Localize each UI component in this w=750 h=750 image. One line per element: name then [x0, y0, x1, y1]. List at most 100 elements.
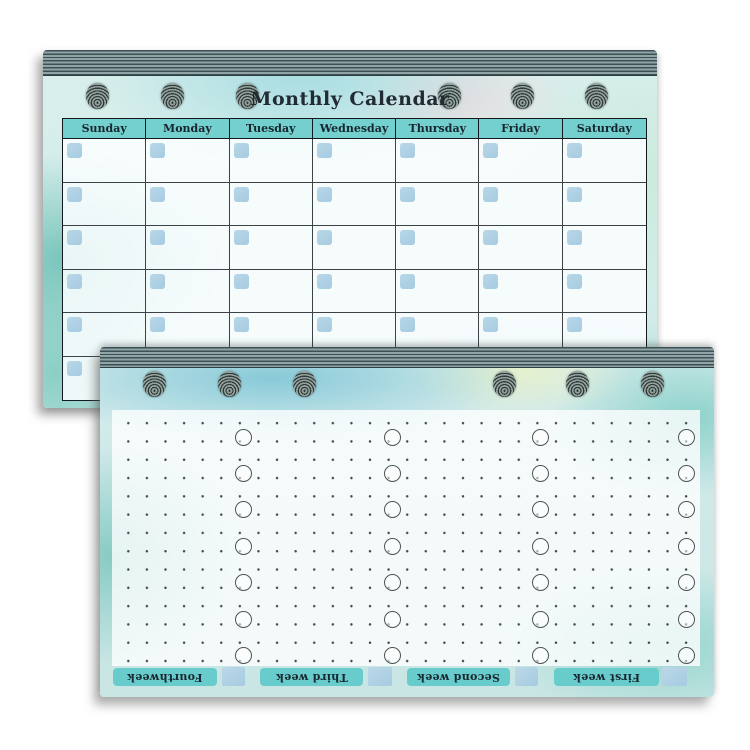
date-marker-square [150, 230, 166, 245]
date-marker-square [483, 143, 499, 158]
week-circle-marker [234, 464, 252, 482]
week-circle-marker [677, 464, 695, 482]
date-marker-square [483, 230, 499, 245]
week-circle-marker [531, 501, 549, 519]
calendar-cell [63, 269, 147, 313]
calendar-cell [562, 269, 646, 313]
calendar-cell [312, 139, 397, 183]
calendar-cell [146, 139, 230, 183]
week-label-second: Second week [407, 668, 510, 686]
calendar-cell [312, 182, 397, 226]
binder-hole [585, 83, 608, 109]
date-marker-square [150, 186, 166, 202]
weekday-header-monday: Monday [146, 119, 230, 139]
date-marker-square [316, 186, 332, 202]
calendar-cell [562, 226, 646, 270]
calendar-cell [229, 139, 313, 183]
binder-hole [143, 371, 166, 397]
date-marker-square [233, 143, 249, 158]
week-circle-marker [234, 610, 252, 628]
date-marker-square [67, 230, 82, 245]
week-circle-marker [531, 610, 549, 628]
week-circle-marker [531, 646, 549, 664]
date-marker-square [483, 273, 499, 289]
binder-hole [161, 83, 184, 109]
binder-hole [293, 371, 316, 397]
weekday-header-wednesday: Wednesday [312, 119, 397, 139]
weekday-header-tuesday: Tuesday [229, 119, 313, 139]
week-circle-marker [234, 646, 252, 664]
calendar-cell [396, 226, 480, 270]
calendar-cell [479, 139, 563, 183]
binder-hole [566, 371, 589, 397]
calendar-cell [229, 226, 313, 270]
date-marker-square [483, 186, 499, 202]
date-marker-square [150, 317, 166, 332]
week-label-first: First week [554, 668, 659, 686]
date-marker-square [316, 143, 332, 158]
week-circle-marker [383, 501, 401, 519]
date-marker-square [483, 317, 499, 332]
date-marker-square [566, 230, 582, 245]
weekly-dot-grid-page: Fourthweek Third week Second week First … [100, 347, 714, 697]
date-marker-square [150, 273, 166, 289]
weekday-header-friday: Friday [479, 119, 563, 139]
calendar-cell [312, 226, 397, 270]
week-circle-marker [677, 428, 695, 446]
page-title: Monthly Calendar [250, 88, 450, 110]
date-marker-square [400, 273, 416, 289]
week-checkbox-square [662, 667, 687, 686]
calendar-cell [63, 226, 147, 270]
week-circle-marker [677, 574, 695, 592]
date-marker-square [566, 143, 582, 158]
binder-hole [493, 371, 516, 397]
date-marker-square [67, 360, 82, 376]
date-marker-square [316, 273, 332, 289]
week-circle-marker [234, 574, 252, 592]
week-circle-marker [383, 464, 401, 482]
week-checkbox-square [222, 667, 245, 686]
date-marker-square [400, 317, 416, 332]
calendar-cell [396, 139, 480, 183]
binder-hole [236, 83, 259, 109]
week-circle-marker [677, 646, 695, 664]
week-label-third: Third week [260, 668, 363, 686]
binder-edge-stripes [43, 50, 657, 76]
date-marker-square [566, 273, 582, 289]
calendar-cell [146, 269, 230, 313]
binder-hole [86, 83, 109, 109]
calendar-cell [479, 269, 563, 313]
week-label-fourth: Fourthweek [113, 668, 217, 686]
week-circle-marker [677, 501, 695, 519]
week-circle-marker [677, 610, 695, 628]
calendar-cell [312, 269, 397, 313]
date-marker-square [400, 186, 416, 202]
calendar-cell [63, 182, 147, 226]
binder-edge-stripes [100, 347, 714, 368]
date-marker-square [67, 273, 82, 289]
date-marker-square [67, 317, 82, 332]
date-marker-square [67, 143, 82, 158]
calendar-cell [229, 182, 313, 226]
week-circle-marker [383, 537, 401, 555]
calendar-cell [479, 226, 563, 270]
week-circle-marker [234, 428, 252, 446]
date-marker-square [233, 317, 249, 332]
date-marker-square [233, 186, 249, 202]
binder-hole [438, 83, 461, 109]
weekday-header-sunday: Sunday [63, 119, 147, 139]
dot-grid-panel [112, 410, 700, 666]
calendar-cell [562, 182, 646, 226]
week-circle-marker [383, 574, 401, 592]
calendar-cell [146, 226, 230, 270]
weekday-header-thursday: Thursday [396, 119, 480, 139]
calendar-cell [229, 269, 313, 313]
week-checkbox-square [368, 667, 392, 686]
monthly-calendar-page: Monthly Calendar Sunday Monday Tuesday W… [43, 50, 657, 408]
calendar-cell [396, 269, 480, 313]
week-checkbox-square [515, 667, 538, 686]
binder-hole [511, 83, 534, 109]
date-marker-square [400, 230, 416, 245]
week-circle-marker [531, 428, 549, 446]
date-marker-square [67, 186, 82, 202]
